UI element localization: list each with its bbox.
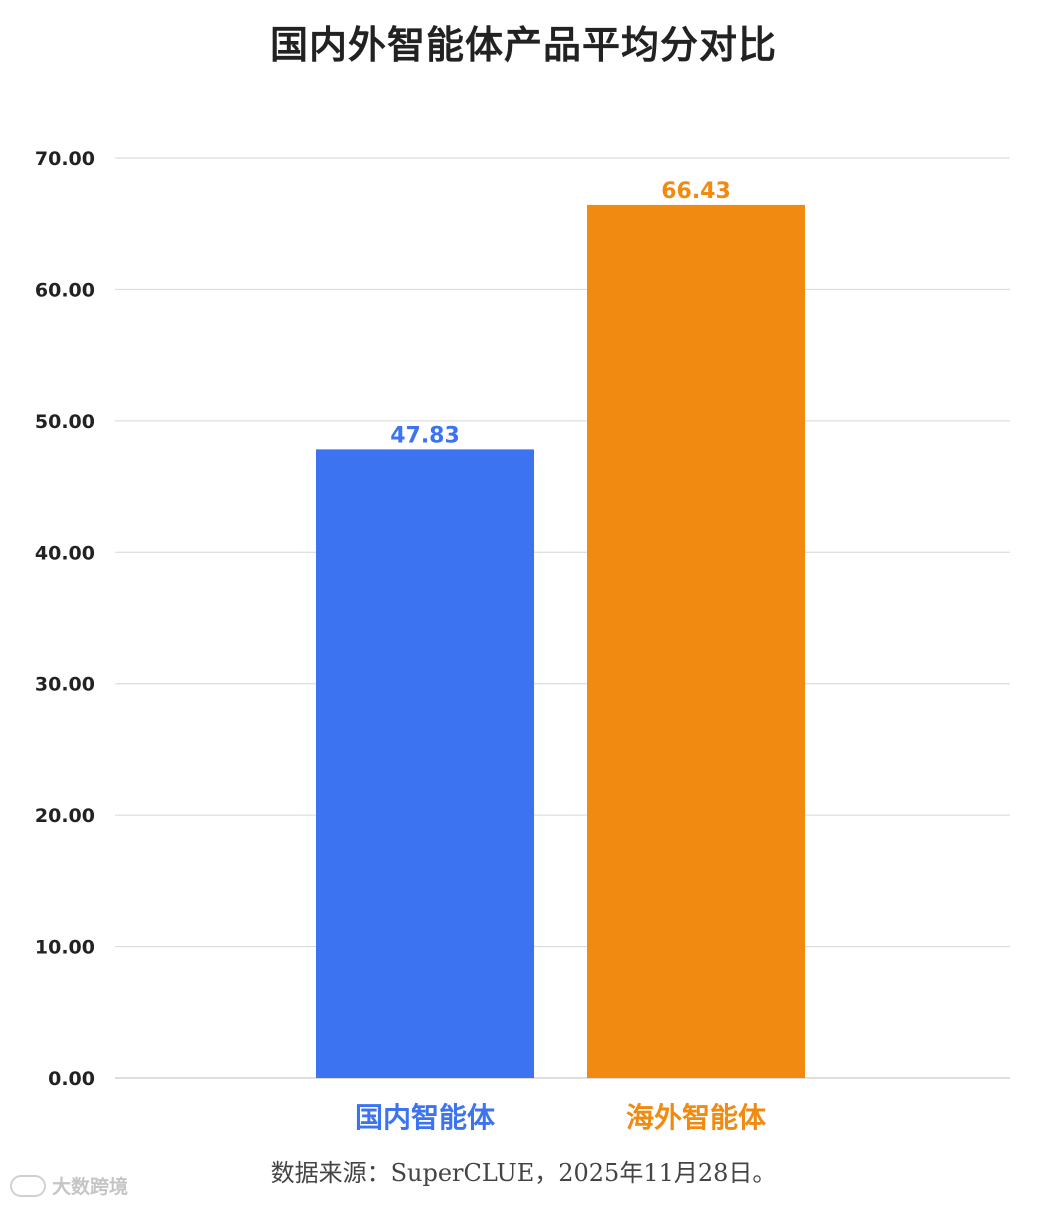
y-tick-label: 60.00 [35,279,95,301]
bars [316,204,805,1079]
y-tick-label: 40.00 [35,542,95,564]
value-label: 47.83 [390,423,460,448]
y-tick-label: 30.00 [35,674,95,696]
bar [587,204,805,1079]
bar [316,449,534,1078]
watermark-text: 大数跨境 [52,1176,129,1198]
y-tick-label: 20.00 [35,805,95,827]
chart-title: 国内外智能体产品平均分对比 [269,23,777,67]
y-tick-label: 0.00 [48,1068,95,1090]
x-axis-categories: 国内智能体 海外智能体 [355,1101,767,1134]
value-label: 66.43 [661,179,731,204]
y-tick-label: 50.00 [35,411,95,433]
value-labels: 47.83 66.43 [390,179,731,448]
y-tick-label: 10.00 [35,937,95,959]
category-label: 海外智能体 [626,1101,767,1134]
y-tick-label: 70.00 [35,148,95,170]
y-axis-ticks: 0.00 10.00 20.00 30.00 40.00 50.00 60.00 70.00 [35,148,95,1090]
gridlines [115,157,1010,1079]
watermark: 大数跨境 [10,1172,128,1199]
category-label: 国内智能体 [355,1101,496,1134]
logo-icon [10,1174,46,1197]
source-note: 数据来源：SuperCLUE，2025年11月28日。 [270,1159,777,1187]
